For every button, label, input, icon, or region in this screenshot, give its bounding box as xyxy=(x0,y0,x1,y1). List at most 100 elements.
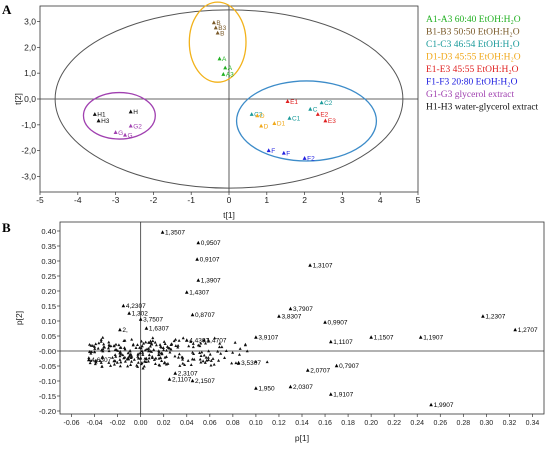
panel-a-ellipses xyxy=(54,1,404,189)
panel-b-cloud-point xyxy=(126,351,130,355)
panel-b-cloud-point xyxy=(103,345,107,349)
panel-b-cloud-point xyxy=(160,359,164,362)
panel-b-cloud-point xyxy=(204,355,208,359)
panel-a-point-label: E1 xyxy=(290,99,298,106)
panel-b-cloud-point xyxy=(136,352,140,356)
panel-b-y-tick-label: 0.25 xyxy=(41,272,56,281)
panel-b-cloud-point xyxy=(238,347,242,350)
panel-b-point-label: 3,8307 xyxy=(281,314,301,321)
panel-b-point-10 xyxy=(277,314,281,318)
panel-a-y-tick-label: -3,0 xyxy=(21,172,36,182)
panel-b-cloud-point xyxy=(159,345,163,349)
panel-b-point-label: 1,1507 xyxy=(374,335,394,342)
panel-a-legend-entry-7: G1-G3 glycerol extract xyxy=(426,90,514,100)
panel-b-point-label: 3,7507 xyxy=(143,317,163,324)
panel-b-cloud-point xyxy=(101,347,105,351)
panel-a-point-s6-2 xyxy=(281,150,286,155)
panel-b-cloud-point xyxy=(125,357,129,361)
panel-b-cloud-point xyxy=(207,349,211,353)
panel-b-cloud-point xyxy=(139,339,143,343)
panel-a-y-tick-label: 2,0 xyxy=(24,42,36,52)
panel-b-cloud-point xyxy=(107,349,111,353)
panel-b-cloud-point xyxy=(87,356,91,359)
panel-b-cloud-point xyxy=(114,348,118,351)
panel-b-cloud-point xyxy=(138,351,142,355)
panel-b-cloud-point xyxy=(201,359,205,363)
panel-b-cloud-point xyxy=(118,351,122,355)
panel-b-cloud-point xyxy=(118,354,122,358)
panel-b-point-label: 3,5307 xyxy=(241,360,261,367)
panel-a-x-tick-label: -4 xyxy=(74,195,82,205)
panel-a-legend-entry-5: E1-E3 45:55 EtOH:H₂O xyxy=(426,65,519,75)
panel-b-cloud-point xyxy=(147,356,151,360)
panel-a-point-label: B xyxy=(216,20,220,27)
panel-b-cloud-point xyxy=(217,345,221,349)
panel-b-cloud-point xyxy=(205,358,209,362)
panel-b-y-tick-label: -0.15 xyxy=(39,392,56,401)
panel-b-point-label: 1,950 xyxy=(258,386,275,393)
panel-b-cloud-point xyxy=(224,349,228,353)
panel-a-point-s6-1 xyxy=(266,148,271,153)
panel-b-cloud-point xyxy=(208,352,212,356)
panel-a-point-label: F xyxy=(286,150,290,157)
panel-b-point-13 xyxy=(127,311,131,315)
panel-b-point-18 xyxy=(254,335,258,339)
panel-a-point-s7-3 xyxy=(123,132,128,137)
panel-b-cloud-point xyxy=(143,359,147,363)
panel-a-x-tick-label: 4 xyxy=(378,195,383,205)
panel-b-cloud-point xyxy=(169,347,173,351)
panel-a-legend-entry-8: H1-H3 water-glycerol extract xyxy=(426,103,539,113)
panel-b-cloud-point xyxy=(128,349,132,352)
panel-b-x-tick-label: 0.18 xyxy=(341,420,355,427)
panel-a-point-s3-2 xyxy=(308,106,313,111)
panel-b-dense-point-cloud xyxy=(87,335,269,370)
panel-b-cloud-point xyxy=(209,363,213,367)
panel-b-cloud-point xyxy=(191,350,195,354)
panel-a-x-tick-label: 3 xyxy=(340,195,345,205)
panel-b-point-label: 1,1107 xyxy=(333,339,353,346)
panel-b-point-label: 1,2307 xyxy=(485,314,505,321)
panel-b-cloud-point xyxy=(93,350,97,354)
panel-a-legend-entry-1: A1-A3 60:40 EtOH:H₂O xyxy=(426,15,521,25)
panel-a-legend-entry-2: B1-B3 50:50 EtOH:H₂O xyxy=(426,28,520,38)
panel-b-cloud-point xyxy=(243,342,247,346)
panel-b-cloud-point xyxy=(157,356,161,360)
panel-b-cloud-point xyxy=(200,350,204,354)
panel-b-point-2 xyxy=(196,240,201,245)
panel-b-cloud-point xyxy=(180,355,184,359)
panel-b-point-label: 1,9907 xyxy=(434,402,454,409)
panel-a-point-label: E2 xyxy=(320,112,328,119)
panel-a-point-label: C1 xyxy=(292,116,301,123)
panel-b-cloud-point xyxy=(199,341,203,345)
panel-b-cloud-point xyxy=(220,345,224,349)
panel-b-cloud-point xyxy=(118,358,122,361)
panel-a-point-s8-2 xyxy=(96,118,101,123)
panel-a-x-tick-label: -1 xyxy=(187,195,195,205)
panel-b-point-label: 2, xyxy=(122,327,128,334)
panel-a-point-s3-1 xyxy=(319,100,324,105)
panel-b-point-27 xyxy=(334,363,339,368)
panel-b-cloud-point xyxy=(203,361,207,364)
panel-b-cloud-point xyxy=(98,359,102,362)
panel-b-cloud-point xyxy=(142,341,146,345)
panel-a-cluster-ellipse-3 xyxy=(82,91,156,140)
panel-b-cloud-point xyxy=(198,351,202,354)
panel-a-legend-entry-3: C1-C3 46:54 EtOH:H₂O xyxy=(426,40,520,50)
panel-a-point-s5-2 xyxy=(315,112,320,116)
panel-b-cloud-point xyxy=(202,353,206,357)
panel-b-cloud-point xyxy=(94,342,98,346)
panel-b-cloud-point xyxy=(176,343,180,347)
panel-b-cloud-point xyxy=(158,343,162,346)
panel-a-point-label: D xyxy=(264,123,269,130)
panel-b-cloud-point xyxy=(114,342,118,346)
panel-b-cloud-point xyxy=(154,356,158,360)
panel-b-cloud-point xyxy=(166,362,170,365)
panel-a-y-tick-label: 0,0 xyxy=(24,94,36,104)
panel-a-point-s8-3 xyxy=(128,109,133,114)
panel-b-cloud-point xyxy=(93,347,97,350)
panel-b-cloud-point xyxy=(183,363,187,367)
panel-a-point-s1-1 xyxy=(217,56,222,61)
panel-a-point-s2-3 xyxy=(215,30,220,35)
panel-b-point-label: 2,3107 xyxy=(178,371,198,378)
panel-a-point-label: A xyxy=(222,56,227,63)
